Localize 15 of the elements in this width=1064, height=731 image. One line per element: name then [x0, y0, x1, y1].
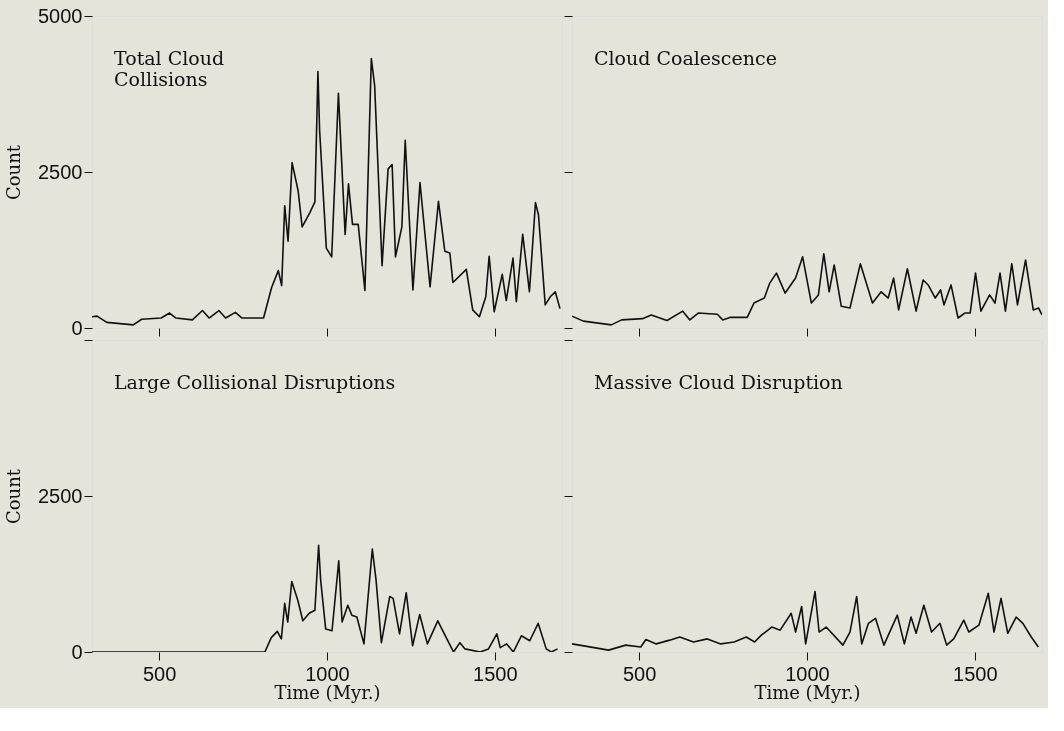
text: Total Cloud Collisions — [114, 47, 225, 90]
y-axis-title: Count — [3, 144, 25, 201]
x-tick-label: 500 — [142, 662, 177, 685]
y-tick-label: 2500 — [38, 160, 83, 183]
y-tick-label: 0 — [71, 640, 83, 663]
text: Cloud Coalescence — [594, 47, 777, 69]
text: Large Collisional Disruptions — [114, 371, 396, 393]
text: Massive Cloud Disruption — [594, 371, 843, 393]
x-tick-label: 1500 — [953, 662, 998, 685]
y-tick-label: 0 — [71, 316, 83, 339]
x-tick-label: 1500 — [473, 662, 518, 685]
y-axis-title: Count — [3, 468, 25, 525]
y-tick-label: 2500 — [38, 484, 83, 507]
y-tick-label: 5000 — [38, 4, 83, 27]
x-tick-label: 500 — [622, 662, 657, 685]
